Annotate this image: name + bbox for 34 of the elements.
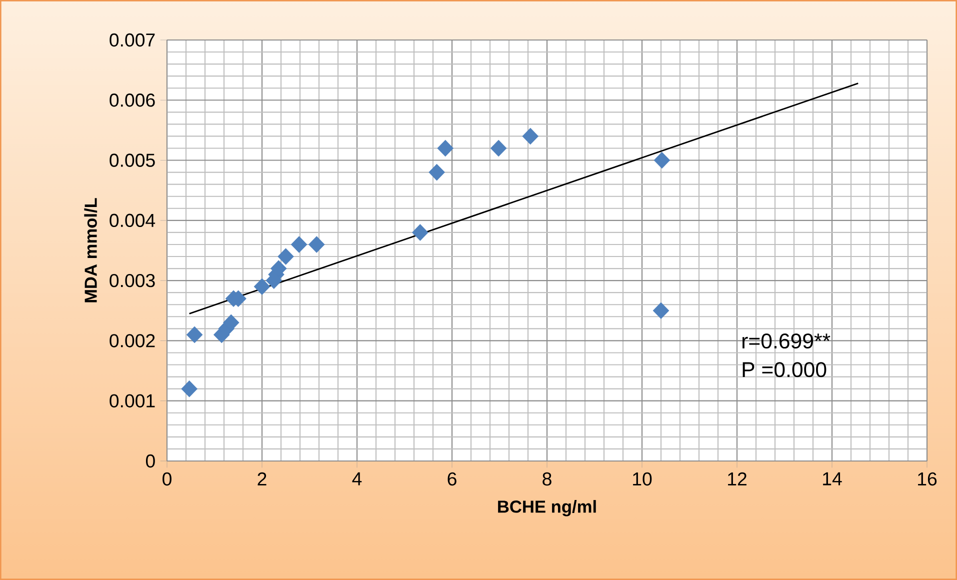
x-axis-title: BCHE ng/ml	[498, 500, 596, 516]
point	[308, 236, 325, 253]
point	[428, 164, 445, 181]
x-tick-label: 12	[728, 472, 746, 486]
x-tick-label: 2	[258, 472, 266, 486]
x-tick-label: 8	[542, 472, 552, 486]
x-tick-label: 4	[352, 472, 362, 486]
y-tick-label: 0.001	[110, 394, 155, 408]
y-axis-title: MDA mmol/L	[84, 198, 98, 302]
x-tick-label: 6	[448, 472, 456, 486]
point	[412, 224, 428, 241]
x-tick-label: 0	[162, 472, 172, 486]
y-tick-label: 0	[146, 454, 155, 468]
point	[254, 278, 270, 295]
x-tick-label: 10	[633, 472, 652, 486]
point	[290, 236, 308, 253]
point	[490, 140, 507, 157]
point	[278, 248, 294, 265]
point	[181, 380, 198, 398]
point	[652, 302, 670, 319]
y-tick-label: 0.007	[110, 33, 155, 47]
point	[437, 140, 454, 157]
y-tick-label: 0.002	[110, 334, 155, 348]
annotation: P =0.000	[742, 362, 826, 378]
y-tick-label: 0.005	[110, 154, 155, 167]
point	[186, 326, 203, 343]
y-tick-label: 0.004	[110, 214, 156, 228]
point	[522, 128, 538, 144]
annotation: r=0.699**	[742, 333, 830, 349]
point	[654, 152, 670, 169]
x-tick-label: 16	[918, 472, 937, 486]
y-tick-label: 0.003	[110, 274, 155, 288]
y-tick-label: 0.006	[110, 94, 155, 107]
x-tick-label: 14	[823, 472, 842, 486]
